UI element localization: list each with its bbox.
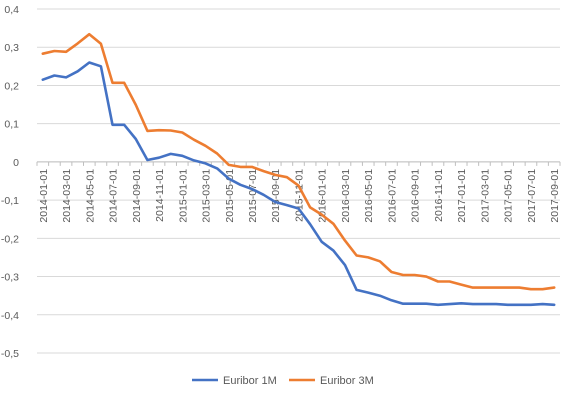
y-tick-label: -0,3 [1, 272, 19, 284]
y-tick-label: 0,3 [4, 42, 19, 54]
series-lines [41, 32, 556, 307]
x-tick-label: 2014-05-01 [84, 169, 96, 223]
legend-label: Euribor 1M [223, 375, 277, 387]
legend: Euribor 1M Euribor 3M [192, 375, 374, 387]
x-tick-label: 2016-05-01 [363, 169, 375, 223]
x-axis-line [36, 161, 561, 166]
x-tick-label: 2015-03-01 [201, 169, 213, 223]
y-tick-label: -0,1 [1, 195, 19, 207]
y-tick-label: 0,2 [4, 80, 19, 92]
y-tick-label: 0,1 [4, 119, 19, 131]
series-line-euribor-3m [41, 32, 556, 291]
x-tick-label: 2014-09-01 [131, 169, 143, 223]
y-tick-label: -0,5 [1, 348, 19, 360]
x-tick-label: 2015-07-01 [247, 169, 259, 223]
legend-item-euribor-3m: Euribor 3M [289, 375, 374, 387]
x-tick-label: 2017-01-01 [456, 169, 468, 223]
x-tick-label: 2016-01-01 [317, 169, 329, 223]
x-tick-label: 2017-07-01 [526, 169, 538, 223]
x-tick-label: 2016-07-01 [386, 169, 398, 223]
x-axis-tick-labels: 2014-01-01 2014-03-01 2014-05-01 2014-07-01… [38, 169, 561, 223]
x-tick-label: 2014-03-01 [61, 169, 73, 223]
x-tick-label: 2016-09-01 [410, 169, 422, 223]
series-line-euribor-1m [41, 61, 556, 307]
x-tick-label: 2015-01-01 [177, 169, 189, 223]
x-tick-label: 2015-09-01 [270, 169, 282, 223]
x-tick-label: 2017-05-01 [503, 169, 515, 223]
y-tick-label: 0,4 [4, 4, 19, 16]
y-tick-label: 0 [13, 157, 19, 169]
y-axis-tick-labels: 0,4 0,3 0,2 0,1 0 -0,1 -0,2 -0,3 -0,4 -0,5 [1, 4, 19, 360]
legend-label: Euribor 3M [320, 375, 374, 387]
legend-item-euribor-1m: Euribor 1M [192, 375, 277, 387]
x-tick-label: 2017-03-01 [479, 169, 491, 223]
x-tick-label: 2014-01-01 [38, 169, 50, 223]
y-tick-label: -0,2 [1, 233, 19, 245]
x-tick-label: 2017-09-01 [549, 169, 561, 223]
x-tick-label: 2016-11-01 [433, 169, 445, 222]
x-tick-label: 2016-03-01 [340, 169, 352, 223]
x-tick-label: 2014-11-01 [154, 169, 166, 222]
x-tick-label: 2014-07-01 [108, 169, 120, 223]
y-tick-label: -0,4 [1, 310, 19, 322]
